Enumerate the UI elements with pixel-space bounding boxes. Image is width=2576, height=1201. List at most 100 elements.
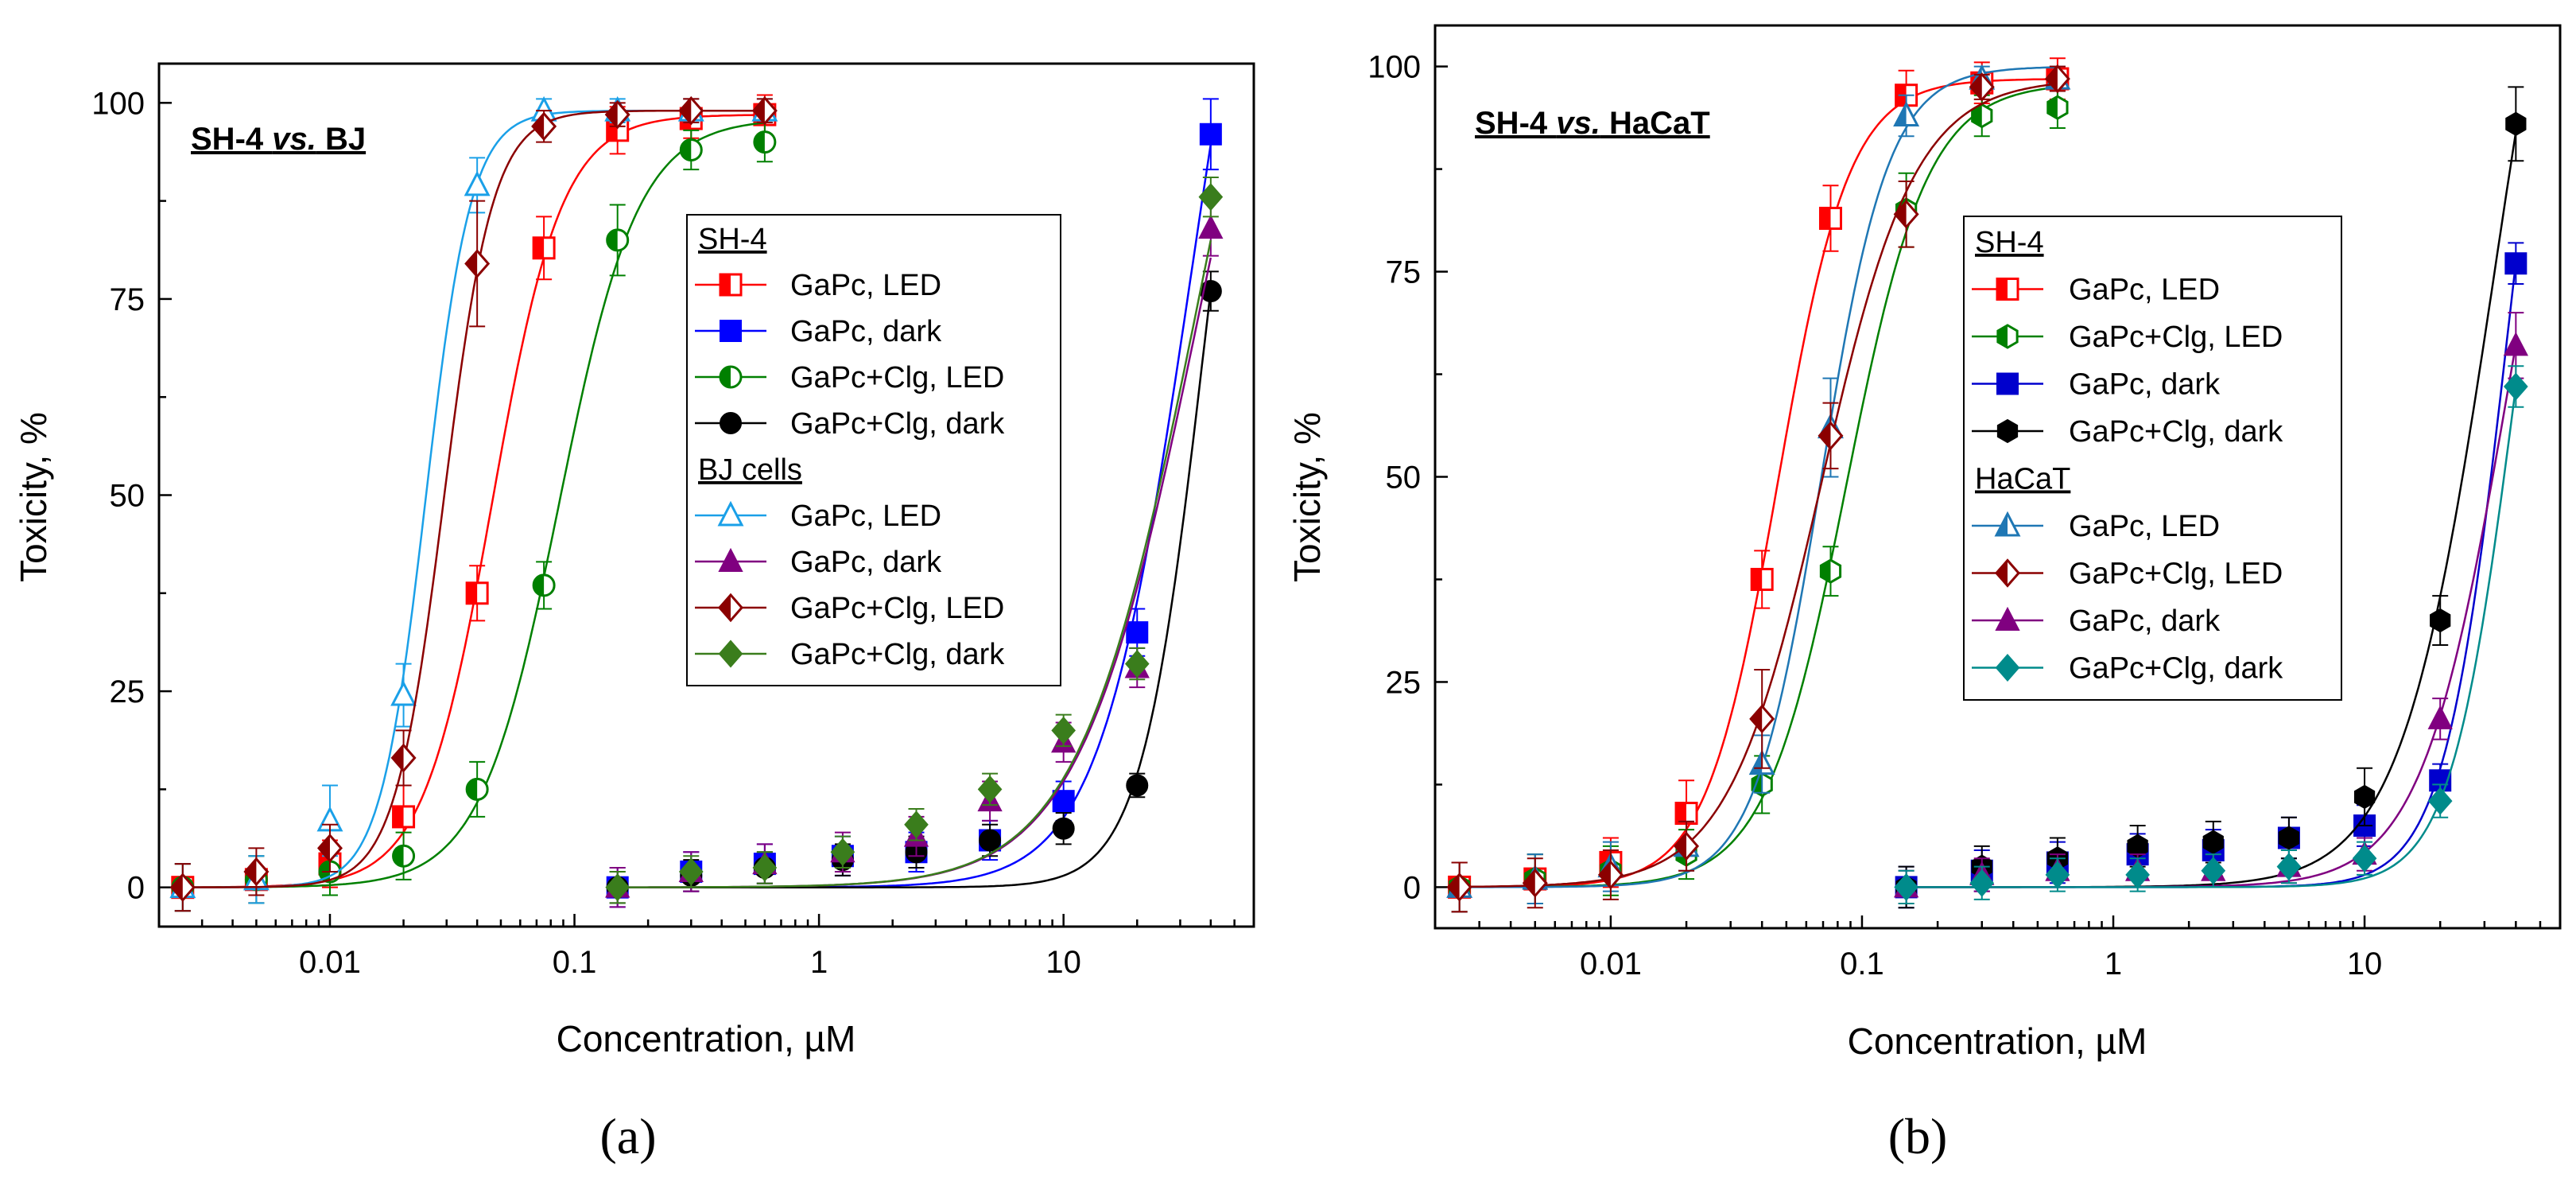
data-point bbox=[1674, 802, 1698, 826]
y-axis: 0 25 50 75 100 bbox=[1368, 50, 1448, 905]
legend-item: GaPc+Clg, LED bbox=[695, 592, 1004, 625]
data-point bbox=[2201, 857, 2226, 885]
legend-item: GaPc, dark bbox=[1972, 368, 2221, 402]
data-point bbox=[1969, 869, 1995, 897]
legend-label: GaPc, LED bbox=[2069, 274, 2220, 307]
data-point bbox=[1126, 774, 1149, 797]
y-tick-label: 75 bbox=[110, 282, 145, 317]
data-point bbox=[1819, 558, 1842, 584]
legend-label: GaPc, dark bbox=[790, 315, 942, 348]
data-point bbox=[531, 111, 557, 142]
legend-item: GaPc, LED bbox=[1972, 274, 2220, 307]
data-point bbox=[532, 236, 556, 260]
legend-label: GaPc+Clg, LED bbox=[790, 592, 1004, 625]
panel-title: SH-4 vs. BJ bbox=[191, 122, 366, 157]
series-6 bbox=[169, 95, 778, 912]
data-point bbox=[1893, 200, 1919, 229]
data-point bbox=[1126, 621, 1149, 644]
data-point bbox=[979, 829, 1002, 852]
legend-label: GaPc+Clg, LED bbox=[2069, 321, 2283, 354]
data-point bbox=[751, 95, 778, 126]
legend-label: GaPc, LED bbox=[790, 499, 941, 533]
data-point bbox=[2427, 705, 2453, 729]
legend-label: GaPc, dark bbox=[2069, 368, 2221, 402]
data-point bbox=[2278, 826, 2300, 850]
data-point bbox=[390, 680, 417, 706]
legend-item: GaPc, dark bbox=[695, 546, 942, 579]
panel-title-part: SH-4 bbox=[1475, 106, 1556, 141]
data-point bbox=[1674, 831, 1700, 861]
y-axis-title: Toxicity, % bbox=[1286, 412, 1328, 582]
fit-curve bbox=[182, 114, 765, 888]
data-point bbox=[390, 743, 417, 773]
legend-group-title: HaCaT bbox=[1975, 463, 2070, 496]
legend-item: GaPc+Clg, dark bbox=[695, 407, 1005, 441]
legend-marker bbox=[1996, 324, 2019, 349]
legend-label: GaPc, LED bbox=[2069, 510, 2220, 543]
panel-label: (a) bbox=[599, 1108, 656, 1164]
data-point bbox=[392, 844, 416, 868]
legend: SH-4 GaPc, LED GaPc+Clg, LED GaPc, dark GaPc… bbox=[1963, 216, 2342, 701]
legend-marker bbox=[718, 547, 743, 572]
fit-curve bbox=[182, 109, 765, 888]
data-point bbox=[1893, 101, 1920, 126]
legend-item: GaPc, dark bbox=[1972, 604, 2221, 638]
data-point bbox=[604, 99, 630, 130]
data-point bbox=[1052, 817, 1075, 840]
legend-group-title: SH-4 bbox=[698, 223, 767, 256]
legend-item: GaPc+Clg, LED bbox=[695, 361, 1004, 395]
data-point bbox=[2430, 608, 2451, 633]
legend-marker bbox=[1995, 606, 2020, 631]
data-point bbox=[2503, 332, 2528, 356]
legend-item: GaPc, LED bbox=[695, 499, 941, 533]
legend-label: GaPc+Clg, dark bbox=[2069, 652, 2283, 686]
legend: SH-4 GaPc, LED GaPc, dark GaPc+Clg, LED GaPc… bbox=[686, 214, 1061, 686]
data-point bbox=[1446, 873, 1472, 902]
x-axis-title: Concentration, µM bbox=[557, 1018, 856, 1059]
legend-item: GaPc, dark bbox=[695, 315, 942, 348]
data-point bbox=[1124, 650, 1150, 678]
y-tick-label: 0 bbox=[127, 871, 145, 906]
data-point bbox=[1199, 122, 1222, 146]
x-axis: 0.01 0.1 1 10 bbox=[1433, 915, 2562, 981]
legend-label: GaPc+Clg, LED bbox=[2069, 558, 2283, 591]
data-point bbox=[1051, 716, 1076, 744]
fit-curve bbox=[1459, 66, 2058, 888]
data-point bbox=[2427, 787, 2453, 815]
data-point bbox=[1894, 873, 1918, 901]
data-point bbox=[2045, 861, 2070, 889]
legend-marker bbox=[720, 412, 742, 434]
data-point bbox=[169, 873, 196, 902]
data-point bbox=[464, 170, 491, 196]
x-tick-label: 0.01 bbox=[299, 945, 361, 980]
legend-item: GaPc+Clg, LED bbox=[1972, 558, 2283, 591]
legend-box bbox=[1963, 216, 2342, 701]
data-point bbox=[753, 130, 777, 154]
legend-marker bbox=[719, 273, 743, 297]
x-tick-label: 0.1 bbox=[553, 945, 597, 980]
data-point bbox=[464, 249, 491, 278]
data-point bbox=[1750, 567, 1774, 591]
legend-label: GaPc+Clg, dark bbox=[2069, 415, 2283, 449]
legend-label: GaPc, LED bbox=[790, 269, 941, 302]
data-point bbox=[2505, 111, 2527, 136]
panel-title-part: HaCaT bbox=[1600, 106, 1710, 141]
data-point bbox=[2352, 844, 2377, 873]
legend-label: GaPc, dark bbox=[790, 546, 942, 579]
legend-marker bbox=[720, 320, 742, 342]
data-point bbox=[2504, 252, 2528, 275]
legend-marker bbox=[718, 639, 743, 668]
legend-marker bbox=[717, 500, 744, 527]
panel-title-part: SH-4 bbox=[191, 122, 272, 157]
panel-title: SH-4 vs. HaCaT bbox=[1475, 106, 1710, 141]
data-point bbox=[606, 228, 630, 252]
data-point bbox=[678, 95, 704, 126]
data-point bbox=[1198, 214, 1224, 239]
data-point bbox=[1969, 72, 1995, 102]
data-point bbox=[532, 573, 556, 597]
data-point bbox=[316, 834, 343, 863]
data-point bbox=[678, 857, 704, 886]
legend-item: GaPc+Clg, dark bbox=[695, 638, 1005, 671]
